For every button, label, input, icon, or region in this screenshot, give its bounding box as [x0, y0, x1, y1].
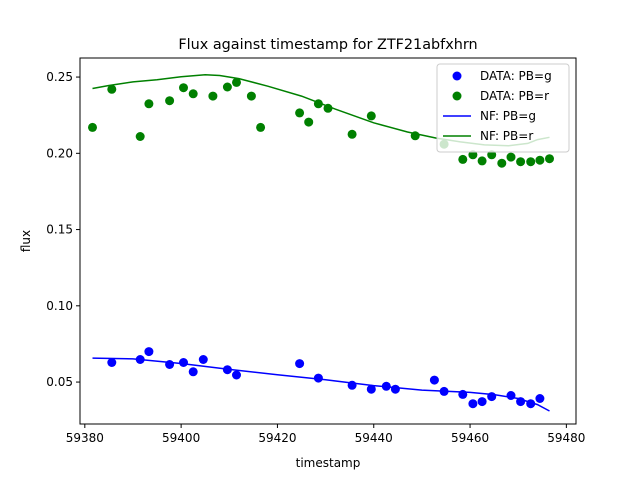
y-tick-label: 0.20: [46, 146, 73, 160]
series-layer: [88, 74, 554, 412]
data-point-series-0: [366, 384, 376, 394]
data-point-series-1: [88, 122, 97, 132]
data-point-series-1: [468, 150, 478, 160]
legend-box: [436, 63, 570, 153]
data-point-series-0: [439, 386, 449, 396]
legend-marker: [452, 71, 462, 81]
plot-area: [79, 57, 577, 425]
x-tick-label: 59420: [258, 431, 296, 445]
data-point-series-0: [135, 355, 145, 364]
data-point-series-1: [144, 99, 154, 109]
data-point-series-0: [381, 381, 391, 391]
legend-label: DATA: PB=r: [480, 89, 549, 103]
data-point-series-0: [506, 391, 516, 400]
y-axis-label: flux: [19, 230, 33, 252]
data-point-series-0: [516, 397, 526, 407]
y-tick-label: 0.05: [46, 375, 73, 389]
data-point-series-0: [526, 399, 536, 409]
data-point-series-1: [232, 77, 241, 87]
data-point-series-0: [188, 367, 198, 377]
plot-frame: [79, 57, 577, 425]
data-point-series-1: [366, 111, 376, 121]
data-point-series-1: [516, 157, 526, 167]
data-point-series-0: [487, 392, 497, 402]
data-point-series-0: [165, 360, 175, 369]
data-point-series-0: [313, 373, 323, 383]
y-tick-label: 0.15: [46, 223, 73, 237]
y-tick-label: 0.10: [46, 299, 73, 313]
data-point-series-1: [535, 155, 545, 165]
data-point-series-1: [222, 82, 232, 92]
x-tick-label: 59480: [547, 431, 585, 445]
legend-label: DATA: PB=g: [480, 69, 552, 83]
data-point-series-1: [246, 91, 256, 101]
data-point-series-0: [347, 380, 357, 390]
data-point-series-1: [347, 129, 357, 139]
data-point-series-1: [497, 158, 507, 168]
data-point-series-1: [410, 131, 420, 141]
data-point-series-0: [477, 397, 487, 407]
x-tick-label: 59440: [355, 431, 393, 445]
data-point-series-1: [135, 132, 145, 141]
data-point-series-0: [458, 389, 468, 399]
chart-title: Flux against timestamp for ZTF21abfxhrn: [178, 37, 477, 53]
data-point-series-1: [256, 122, 266, 132]
data-point-series-1: [295, 108, 305, 118]
data-point-series-1: [188, 89, 198, 99]
x-axis-ticks: 59380 59400 59420 59440 59460 59480: [66, 424, 585, 445]
data-point-series-0: [222, 365, 232, 375]
legend-marker: [452, 91, 462, 101]
data-point-series-0: [179, 358, 188, 367]
legend-label: NF: PB=r: [480, 129, 533, 143]
data-point-series-1: [165, 96, 175, 106]
legend-label: NF: PB=g: [480, 109, 536, 123]
data-point-series-0: [429, 375, 439, 385]
data-point-series-0: [107, 358, 117, 367]
data-point-series-1: [107, 84, 117, 94]
data-point-series-1: [506, 152, 516, 162]
data-point-series-0: [144, 347, 154, 357]
data-point-series-1: [208, 91, 218, 101]
x-axis-label: timestamp: [296, 456, 361, 470]
data-point-series-1: [304, 117, 314, 127]
legend: DATA: PB=g DATA: PB=r NF: PB=g NF: PB=r: [436, 63, 570, 153]
y-tick-label: 0.25: [46, 70, 73, 84]
x-tick-label: 59380: [66, 431, 104, 445]
x-tick-label: 59400: [162, 431, 200, 445]
data-point-series-1: [526, 157, 536, 167]
data-point-series-1: [477, 156, 487, 166]
data-point-series-0: [390, 384, 400, 394]
data-point-series-1: [179, 83, 188, 93]
data-point-series-0: [198, 355, 208, 364]
data-point-series-0: [232, 370, 241, 380]
data-point-series-1: [487, 150, 497, 160]
data-point-series-1: [313, 99, 323, 109]
data-point-series-0: [468, 399, 478, 409]
y-axis-ticks: 0.05 0.10 0.15 0.20 0.25: [46, 70, 80, 389]
data-point-series-1: [545, 154, 554, 164]
data-point-series-0: [535, 394, 545, 403]
x-tick-label: 59460: [451, 431, 489, 445]
data-point-series-1: [458, 154, 468, 164]
data-point-series-0: [295, 359, 305, 369]
data-point-series-1: [323, 103, 333, 113]
